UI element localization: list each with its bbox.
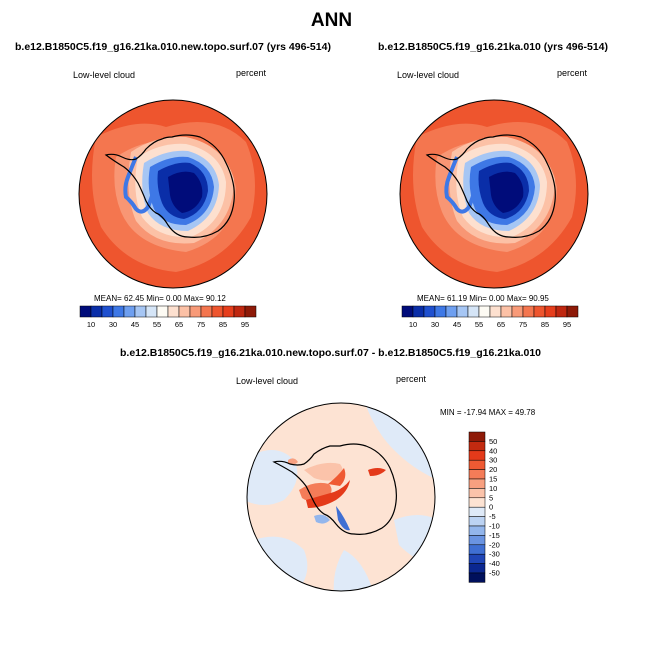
panel-2-colorbar-box <box>489 305 502 318</box>
panel-1-colorbar-label: 75 <box>197 320 205 329</box>
panel-1-colorbar-label: 10 <box>87 320 95 329</box>
panel-2-colorbar-box <box>401 305 414 318</box>
panel-2-colorbar-box <box>511 305 524 318</box>
diff-units-label: percent <box>396 374 427 384</box>
panel-1-colorbar-box <box>134 305 147 318</box>
diff-colorbar-box <box>468 469 486 480</box>
panel-2-units-label: percent <box>557 68 588 78</box>
panel-2-colorbar-box <box>500 305 513 318</box>
panel-2-colorbar-box <box>566 305 579 318</box>
diff-colorbar-box <box>468 497 486 508</box>
panel-2-colorbar-box <box>522 305 535 318</box>
diff-colorbar-label: -10 <box>489 522 500 531</box>
panel-1-title: b.e12.B1850C5.f19_g16.21ka.010.new.topo.… <box>15 41 331 53</box>
panel-2-variable-label: Low-level cloud <box>397 70 460 80</box>
diff-colorbar-box <box>468 506 486 517</box>
panel-2-colorbar-box <box>423 305 436 318</box>
diff-colorbar-box <box>468 544 486 555</box>
diff-minmax: MIN = -17.94 MAX = 49.78 <box>440 408 536 417</box>
diff-colorbar-label: 40 <box>489 446 497 455</box>
diff-colorbar-box <box>468 459 486 470</box>
panel-2-polar-map <box>399 99 589 289</box>
panel-1-stats: MEAN= 62.45 Min= 0.00 Max= 90.12 <box>94 294 226 303</box>
panel-2-colorbar-box <box>467 305 480 318</box>
panel-2-colorbar-label: 75 <box>519 320 527 329</box>
panel-2-colorbar-label: 55 <box>475 320 483 329</box>
panel-2-colorbar-box <box>412 305 425 318</box>
panel-1-colorbar-box <box>200 305 213 318</box>
panel-2-stats: MEAN= 61.19 Min= 0.00 Max= 90.95 <box>417 294 549 303</box>
diff-colorbar-label: 50 <box>489 437 497 446</box>
diff-colorbar-label: -20 <box>489 540 500 549</box>
panel-2-colorbar-box <box>533 305 546 318</box>
panel-1-colorbar-box <box>145 305 158 318</box>
diff-colorbar-label: -30 <box>489 550 500 559</box>
panel-2-colorbar: 10 30 45 55 65 75 85 95 <box>401 305 579 329</box>
panel-1-colorbar-box <box>79 305 92 318</box>
panel-2-colorbar-box <box>434 305 447 318</box>
panel-2-colorbar-box <box>456 305 469 318</box>
diff-colorbar-box <box>468 563 486 574</box>
diff-colorbar-box <box>468 572 486 583</box>
diff-colorbar-label: 5 <box>489 493 493 502</box>
panel-2-colorbar-label: 95 <box>563 320 571 329</box>
diff-colorbar-box <box>468 431 486 442</box>
panel-2-title: b.e12.B1850C5.f19_g16.21ka.010 (yrs 496-… <box>378 41 608 53</box>
panel-1-polar-map <box>78 99 268 289</box>
panel-1-colorbar-box <box>90 305 103 318</box>
diff-colorbar-label: -5 <box>489 512 496 521</box>
panel-1-colorbar-label: 85 <box>219 320 227 329</box>
panel-1-units-label: percent <box>236 68 267 78</box>
panel-1-colorbar-label: 95 <box>241 320 249 329</box>
panel-2-colorbar-label: 45 <box>453 320 461 329</box>
panel-1-colorbar-box <box>189 305 202 318</box>
panel-1-colorbar-box <box>123 305 136 318</box>
diff-title: b.e12.B1850C5.f19_g16.21ka.010.new.topo.… <box>120 347 542 359</box>
panel-1-colorbar-label: 30 <box>109 320 117 329</box>
panel-1-colorbar-box <box>156 305 169 318</box>
panel-1-variable-label: Low-level cloud <box>73 70 136 80</box>
diff-colorbar-box <box>468 535 486 546</box>
panel-1-colorbar-box <box>178 305 191 318</box>
panel-1-colorbar-box <box>101 305 114 318</box>
diff-colorbar-box <box>468 525 486 536</box>
panel-2-colorbar-box <box>445 305 458 318</box>
season-title: ANN <box>310 10 353 31</box>
panel-1-colorbar-box <box>244 305 257 318</box>
diff-colorbar-label: -40 <box>489 559 500 568</box>
diff-colorbar-label: -15 <box>489 531 500 540</box>
diff-colorbar-box <box>468 450 486 461</box>
diff-variable-label: Low-level cloud <box>236 376 299 386</box>
panel-2-colorbar-label: 65 <box>497 320 505 329</box>
diff-colorbar-label: 10 <box>489 484 497 493</box>
panel-2-colorbar-label: 85 <box>541 320 549 329</box>
panel-1-colorbar-box <box>167 305 180 318</box>
diff-colorbar-box <box>468 441 486 452</box>
panel-1-colorbar-box <box>233 305 246 318</box>
panel-2-colorbar-box <box>544 305 557 318</box>
diff-colorbar-label: -50 <box>489 569 500 578</box>
diff-colorbar-box <box>468 516 486 527</box>
diff-colorbar-box <box>468 478 486 489</box>
panel-1-colorbar-label: 65 <box>175 320 183 329</box>
panel-1-colorbar-box <box>112 305 125 318</box>
diff-colorbar-label: 20 <box>489 465 497 474</box>
diff-polar-map <box>246 402 436 592</box>
panel-1-colorbar-box <box>211 305 224 318</box>
panel-1-colorbar-box <box>222 305 235 318</box>
panel-2-colorbar-label: 30 <box>431 320 439 329</box>
panel-2-colorbar-box <box>555 305 568 318</box>
diff-colorbar-label: 15 <box>489 475 497 484</box>
diff-colorbar-box <box>468 553 486 564</box>
panel-2-colorbar-box <box>478 305 491 318</box>
diff-colorbar-label: 0 <box>489 503 493 512</box>
panel-1-colorbar: 10 30 45 55 65 75 85 95 <box>79 305 257 329</box>
panel-1-colorbar-label: 45 <box>131 320 139 329</box>
panel-2-colorbar-label: 10 <box>409 320 417 329</box>
diff-colorbar-box <box>468 488 486 499</box>
diff-colorbar-label: 30 <box>489 456 497 465</box>
panel-1-colorbar-label: 55 <box>153 320 161 329</box>
